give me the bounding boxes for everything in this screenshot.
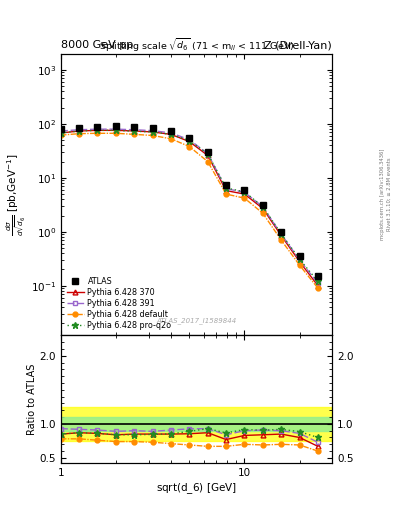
- Pythia 6.428 370: [187, 139, 192, 145]
- Pythia 6.428 pro-q2o: [279, 231, 284, 237]
- Pythia 6.428 370: [150, 129, 155, 135]
- ATLAS: [279, 229, 284, 235]
- Text: Z (Drell-Yan): Z (Drell-Yan): [264, 40, 332, 50]
- Pythia 6.428 370: [59, 130, 63, 136]
- Line: Pythia 6.428 pro-q2o: Pythia 6.428 pro-q2o: [58, 127, 321, 285]
- Pythia 6.428 default: [242, 195, 247, 201]
- Pythia 6.428 391: [242, 189, 247, 196]
- ATLAS: [242, 187, 247, 193]
- Pythia 6.428 pro-q2o: [59, 130, 63, 136]
- Text: 8000 GeV pp: 8000 GeV pp: [61, 40, 133, 50]
- Pythia 6.428 391: [224, 185, 228, 191]
- Y-axis label: $\frac{d\sigma}{d\sqrt{d_6}}$ [pb,GeV$^{-1}$]: $\frac{d\sigma}{d\sqrt{d_6}}$ [pb,GeV$^{…: [5, 153, 28, 236]
- Pythia 6.428 370: [169, 131, 173, 137]
- Pythia 6.428 pro-q2o: [132, 128, 137, 134]
- ATLAS: [169, 127, 173, 134]
- Pythia 6.428 370: [224, 187, 228, 194]
- Pythia 6.428 default: [206, 159, 210, 165]
- Pythia 6.428 391: [132, 126, 137, 133]
- Pythia 6.428 370: [316, 283, 320, 289]
- Pythia 6.428 370: [297, 259, 302, 265]
- Pythia 6.428 391: [297, 257, 302, 263]
- Pythia 6.428 pro-q2o: [150, 129, 155, 135]
- ATLAS: [206, 149, 210, 155]
- Pythia 6.428 pro-q2o: [206, 151, 210, 157]
- Pythia 6.428 391: [77, 126, 82, 133]
- Pythia 6.428 default: [261, 210, 265, 217]
- Pythia 6.428 391: [187, 137, 192, 143]
- ATLAS: [132, 124, 137, 130]
- Pythia 6.428 pro-q2o: [242, 189, 247, 195]
- Pythia 6.428 default: [150, 133, 155, 139]
- Pythia 6.428 391: [169, 130, 173, 136]
- Legend: ATLAS, Pythia 6.428 370, Pythia 6.428 391, Pythia 6.428 default, Pythia 6.428 pr: ATLAS, Pythia 6.428 370, Pythia 6.428 39…: [65, 275, 173, 331]
- ATLAS: [224, 182, 228, 188]
- Pythia 6.428 pro-q2o: [169, 131, 173, 137]
- Pythia 6.428 391: [59, 128, 63, 134]
- ATLAS: [114, 123, 119, 130]
- Pythia 6.428 370: [77, 128, 82, 134]
- Pythia 6.428 pro-q2o: [316, 279, 320, 285]
- Pythia 6.428 391: [95, 126, 100, 132]
- ATLAS: [95, 124, 100, 130]
- Text: Rivet 3.1.10; ≥ 2.8M events: Rivet 3.1.10; ≥ 2.8M events: [387, 158, 391, 231]
- Pythia 6.428 pro-q2o: [77, 128, 82, 134]
- Pythia 6.428 default: [95, 130, 100, 136]
- Bar: [61, 407, 332, 441]
- Pythia 6.428 default: [59, 132, 63, 138]
- Pythia 6.428 370: [279, 232, 284, 239]
- Pythia 6.428 391: [114, 126, 119, 132]
- Pythia 6.428 pro-q2o: [297, 256, 302, 262]
- Pythia 6.428 pro-q2o: [114, 127, 119, 134]
- Pythia 6.428 default: [224, 191, 228, 197]
- Pythia 6.428 default: [77, 131, 82, 137]
- Pythia 6.428 default: [279, 237, 284, 243]
- ATLAS: [77, 124, 82, 131]
- ATLAS: [150, 125, 155, 131]
- Bar: [61, 417, 332, 431]
- Pythia 6.428 391: [206, 151, 210, 157]
- Line: Pythia 6.428 default: Pythia 6.428 default: [59, 131, 320, 291]
- Pythia 6.428 391: [261, 204, 265, 210]
- Pythia 6.428 pro-q2o: [187, 138, 192, 144]
- Pythia 6.428 pro-q2o: [95, 127, 100, 134]
- ATLAS: [316, 273, 320, 279]
- Line: ATLAS: ATLAS: [58, 124, 321, 279]
- Pythia 6.428 391: [279, 231, 284, 238]
- Pythia 6.428 default: [297, 262, 302, 268]
- Pythia 6.428 391: [316, 281, 320, 287]
- Pythia 6.428 default: [187, 143, 192, 150]
- Text: ATLAS_2017_I1589844: ATLAS_2017_I1589844: [156, 317, 237, 324]
- Pythia 6.428 370: [206, 153, 210, 159]
- Pythia 6.428 370: [95, 127, 100, 134]
- Pythia 6.428 default: [132, 131, 137, 137]
- Pythia 6.428 370: [261, 205, 265, 211]
- Pythia 6.428 default: [316, 285, 320, 291]
- Pythia 6.428 370: [114, 127, 119, 134]
- Pythia 6.428 391: [150, 127, 155, 134]
- Pythia 6.428 pro-q2o: [261, 204, 265, 210]
- Pythia 6.428 pro-q2o: [224, 185, 228, 191]
- Pythia 6.428 370: [242, 191, 247, 197]
- Line: Pythia 6.428 391: Pythia 6.428 391: [59, 127, 320, 286]
- X-axis label: $\mathrm{sqrt(d\_6)}$ [GeV]: $\mathrm{sqrt(d\_6)}$ [GeV]: [156, 481, 237, 496]
- Pythia 6.428 default: [114, 130, 119, 136]
- Y-axis label: Ratio to ATLAS: Ratio to ATLAS: [27, 364, 37, 435]
- Title: Splitting scale $\sqrt{d_6}$ (71 < m$_{ll}$ < 111 GeV): Splitting scale $\sqrt{d_6}$ (71 < m$_{l…: [99, 36, 294, 54]
- Pythia 6.428 default: [169, 136, 173, 142]
- Pythia 6.428 370: [132, 128, 137, 134]
- ATLAS: [261, 201, 265, 207]
- ATLAS: [59, 126, 63, 132]
- Line: Pythia 6.428 370: Pythia 6.428 370: [59, 128, 320, 288]
- ATLAS: [187, 135, 192, 141]
- Text: mcplots.cern.ch [arXiv:1306.3436]: mcplots.cern.ch [arXiv:1306.3436]: [380, 149, 385, 240]
- ATLAS: [297, 253, 302, 260]
